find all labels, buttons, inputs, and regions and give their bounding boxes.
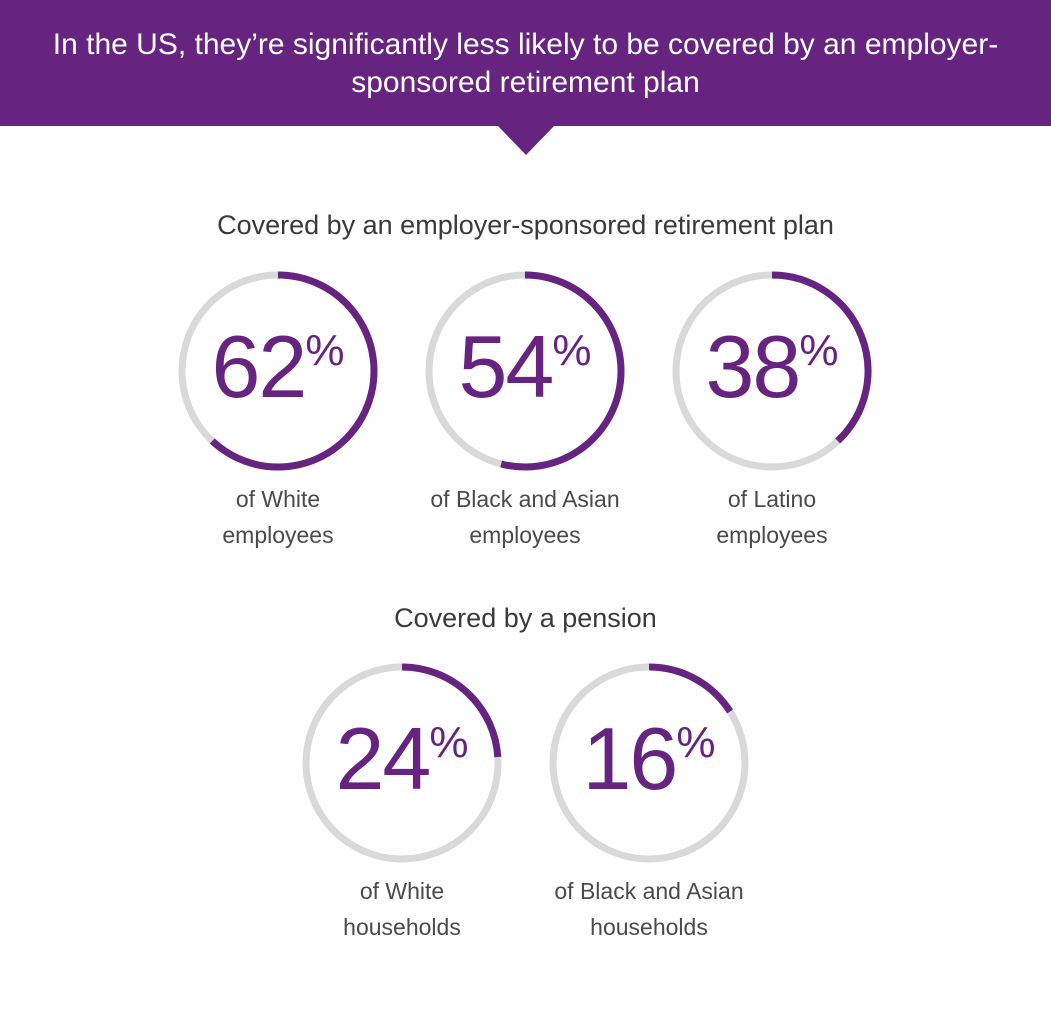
progress-ring: 54% [425, 271, 625, 471]
percent-sign: % [429, 718, 469, 767]
ring-arc [771, 271, 872, 444]
percent-value: 54% [425, 323, 625, 411]
stat-label-line: of White [235, 486, 321, 512]
ring-svg [672, 271, 872, 471]
ring-arc [401, 663, 502, 758]
stat-label: of Latino employees [652, 481, 892, 553]
percent-value: 16% [549, 715, 749, 803]
percent-number: 62 [211, 317, 307, 416]
section-title-retirement-plan: Covered by an employer-sponsored retirem… [217, 210, 834, 240]
ring-arc [500, 271, 625, 471]
progress-ring: 24% [302, 663, 502, 863]
page-title: In the US, they’re significantly less li… [52, 28, 999, 99]
stat-label-line: of Latino [727, 486, 817, 512]
stat-label: of Black and Asian households [529, 873, 769, 945]
percent-sign: % [552, 326, 592, 375]
percent-number: 38 [705, 317, 801, 416]
stat-label-line: of White [359, 878, 445, 904]
percent-sign: % [799, 326, 839, 375]
percent-value: 62% [178, 323, 378, 411]
stat-label-line: of Black and Asian [430, 486, 620, 512]
progress-ring: 62% [178, 271, 378, 471]
stat-label-line: employees [222, 522, 334, 548]
progress-ring: 16% [549, 663, 749, 863]
stat-label: of White households [282, 873, 522, 945]
percent-value: 24% [302, 715, 502, 803]
progress-ring: 38% [672, 271, 872, 471]
stat-label-line: employees [716, 522, 828, 548]
ring-svg [549, 663, 749, 863]
stat-label-line: of Black and Asian [554, 878, 744, 904]
section-title-pension: Covered by a pension [394, 603, 657, 633]
stat-label: of Black and Asian employees [405, 481, 645, 553]
percent-number: 16 [582, 709, 678, 808]
percent-number: 24 [335, 709, 431, 808]
ring-arc [648, 663, 734, 714]
percent-number: 54 [458, 317, 554, 416]
stat-label: of White employees [158, 481, 398, 553]
ring-svg [425, 271, 625, 471]
stat-label-line: households [343, 914, 461, 940]
ring-arc [209, 271, 378, 471]
percent-sign: % [305, 326, 345, 375]
ring-svg [178, 271, 378, 471]
percent-value: 38% [672, 323, 872, 411]
stat-label-line: households [590, 914, 708, 940]
stat-label-line: employees [469, 522, 581, 548]
ring-svg [302, 663, 502, 863]
header-banner [0, 0, 1051, 126]
banner-pointer [497, 125, 555, 155]
percent-sign: % [676, 718, 716, 767]
